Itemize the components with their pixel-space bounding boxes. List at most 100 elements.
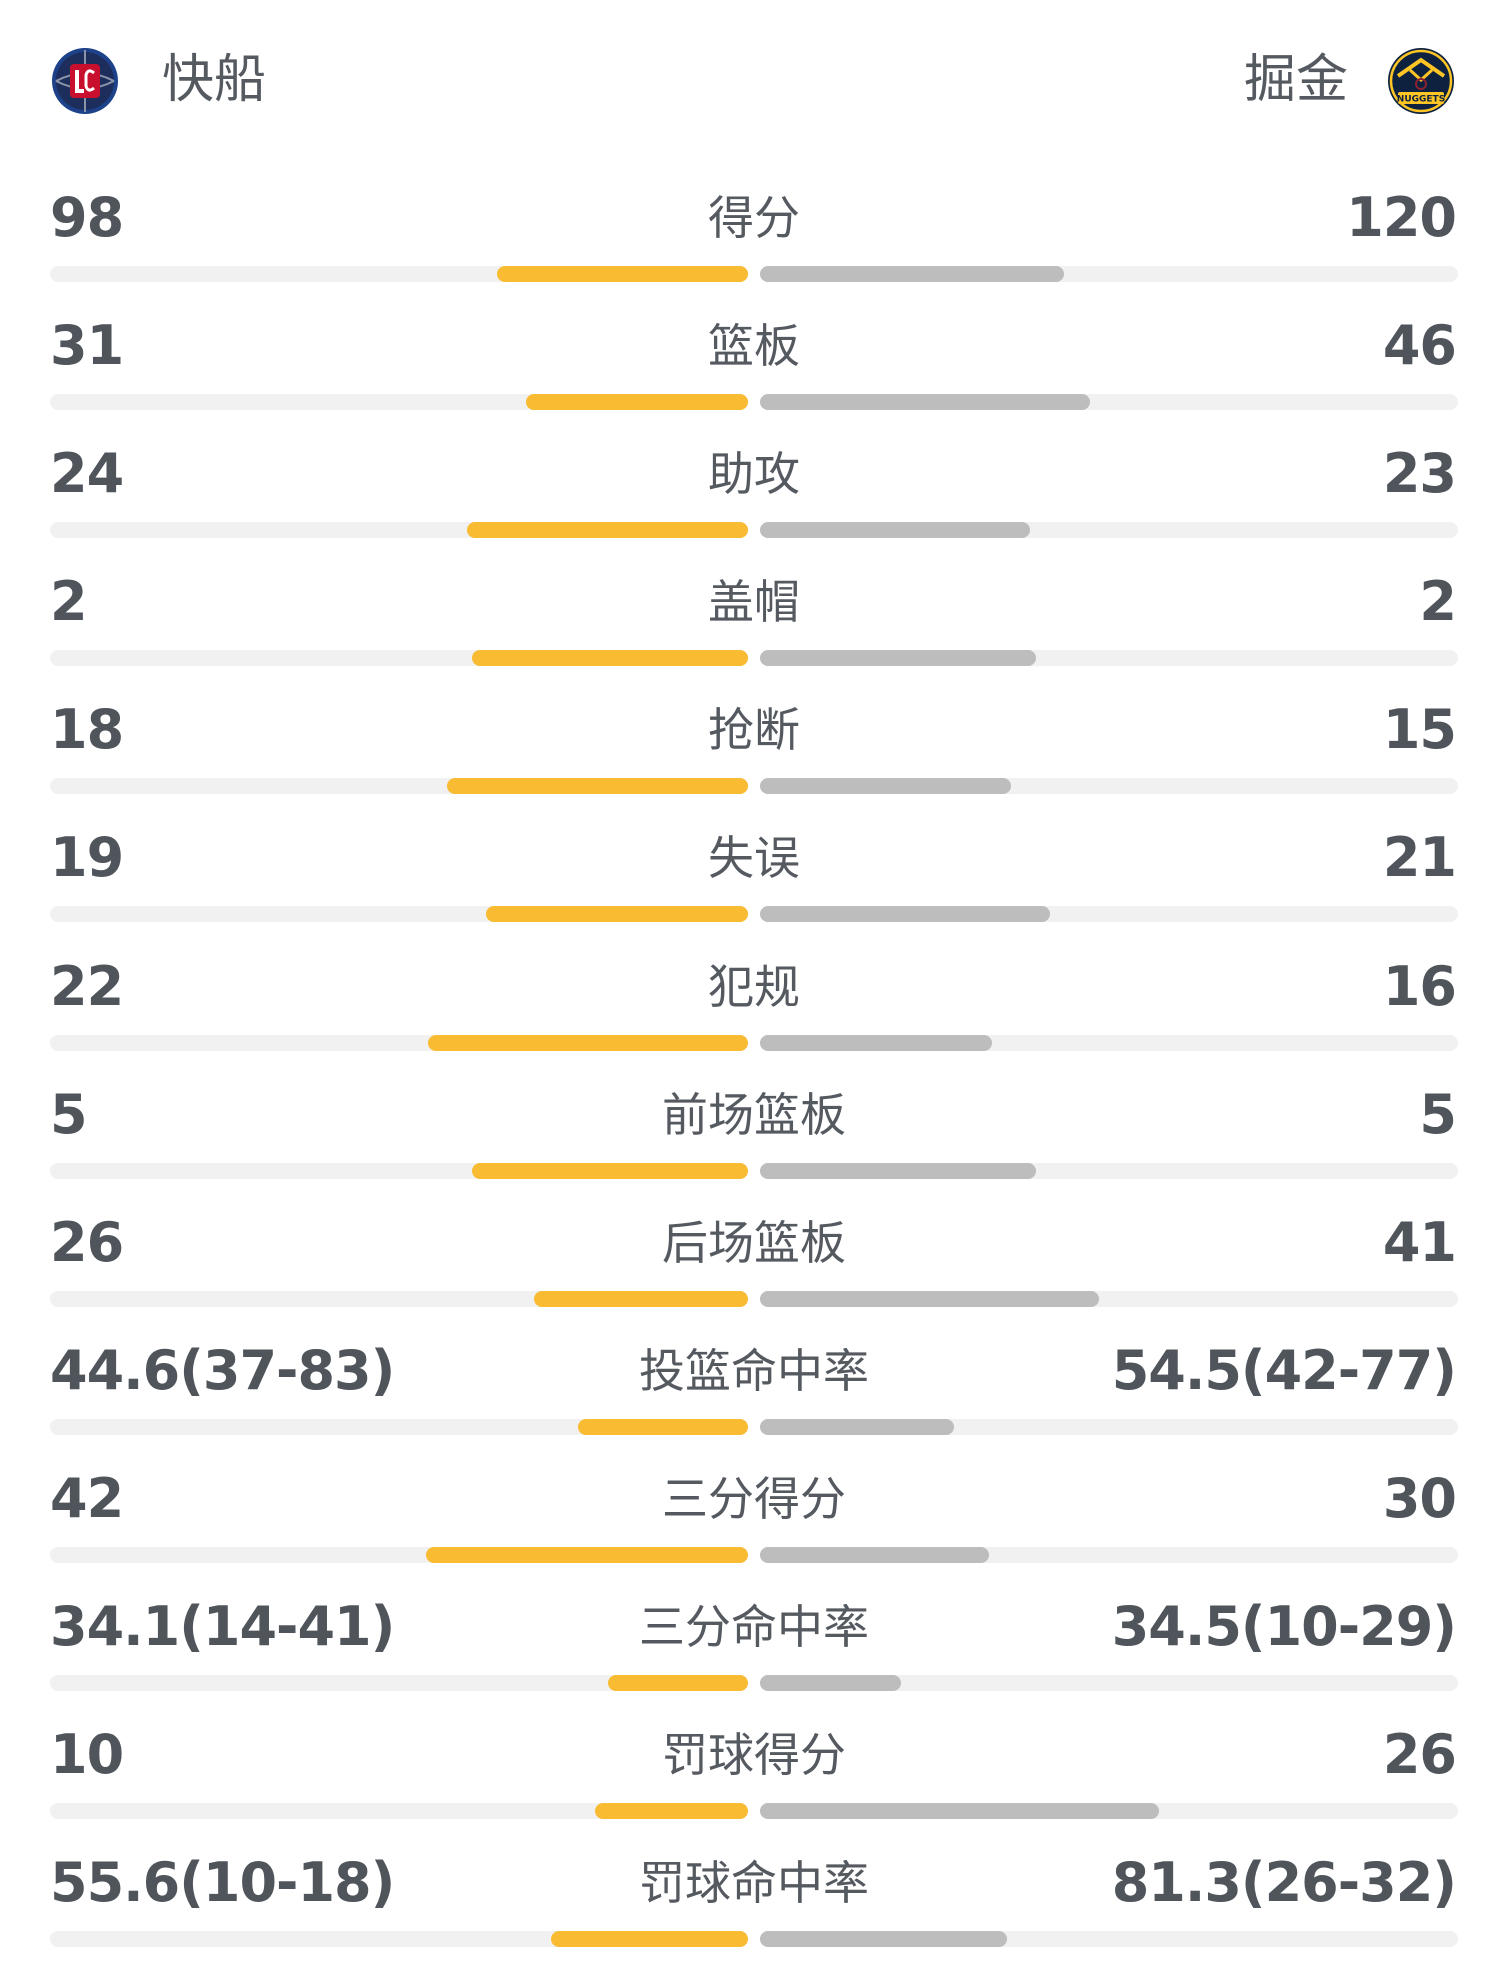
away-stat-value: 41: [1382, 1210, 1457, 1274]
away-stat-value: 16: [1382, 954, 1457, 1018]
away-stat-bar: [760, 906, 1050, 923]
home-stat-value: 24: [50, 442, 124, 506]
away-stat-track: [760, 266, 1458, 282]
stat-label: 前场篮板: [662, 1087, 846, 1142]
stat-label: 抢断: [708, 703, 800, 758]
home-stat-track: [50, 394, 748, 411]
away-stat-value: 21: [1382, 826, 1457, 890]
away-stat-bar: [760, 394, 1091, 411]
away-stat-track: [760, 650, 1458, 667]
stat-label: 失误: [708, 831, 800, 886]
away-stat-track: [760, 778, 1458, 795]
stat-label: 三分命中率: [639, 1600, 869, 1655]
away-stat-bar: [760, 1290, 1099, 1307]
away-stat-track: [760, 1675, 1458, 1692]
home-stat-track: [50, 1803, 748, 1820]
stat-row: 34.1(14-41) 三分命中率 34.5(10-29): [0, 1589, 1508, 1717]
home-stat-track: [50, 1034, 748, 1051]
stat-row: 24 助攻 23: [0, 436, 1508, 564]
stat-label: 罚球得分: [662, 1728, 846, 1783]
stat-row: 2 盖帽 2: [0, 564, 1508, 692]
away-stat-track: [760, 1034, 1458, 1051]
away-stat-bar: [760, 1418, 955, 1435]
stat-row: 5 前场篮板 5: [0, 1077, 1508, 1205]
stat-label: 犯规: [708, 959, 800, 1014]
home-stat-value: 34.1(14-41): [50, 1595, 395, 1659]
away-stat-bar: [760, 650, 1036, 667]
home-stat-track: [50, 1162, 748, 1179]
stat-label: 后场篮板: [662, 1215, 846, 1270]
stats-list: 98 得分 120 31 篮板 46 24 助攻 23 2 盖帽 2 18 抢断 15 19 失误 21 22 犯规 1…: [0, 180, 1508, 1973]
home-stat-value: 5: [50, 1082, 88, 1146]
home-stat-value: 10: [50, 1723, 124, 1787]
away-stat-bar: [760, 266, 1064, 282]
stat-row: 98 得分 120: [0, 180, 1508, 308]
team-header: 快船 掘金 NUGGETS: [0, 0, 1508, 160]
home-stat-bar: [551, 1931, 748, 1948]
home-stat-track: [50, 1290, 748, 1307]
home-stat-value: 42: [50, 1466, 124, 1530]
away-stat-track: [760, 1803, 1458, 1820]
home-stat-value: 18: [50, 698, 124, 762]
away-stat-value: 5: [1419, 1082, 1457, 1146]
home-stat-value: 98: [50, 186, 124, 249]
home-stat-bar: [534, 1290, 748, 1307]
away-stat-bar: [760, 1803, 1159, 1820]
stat-label: 助攻: [708, 447, 800, 502]
home-stat-track: [50, 1931, 748, 1948]
away-stat-value: 46: [1382, 314, 1457, 378]
home-stat-value: 26: [50, 1210, 124, 1274]
away-stat-bar: [760, 1034, 993, 1051]
away-stat-bar: [760, 1931, 1008, 1948]
stat-row: 55.6(10-18) 罚球命中率 81.3(26-32): [0, 1845, 1508, 1973]
home-stat-bar: [578, 1418, 748, 1435]
home-stat-track: [50, 778, 748, 795]
home-stat-track: [50, 1675, 748, 1692]
away-stat-track: [760, 906, 1458, 923]
nuggets-logo-icon[interactable]: NUGGETS: [1386, 46, 1456, 116]
nuggets-logo-text: NUGGETS: [1397, 95, 1445, 105]
home-stat-value: 31: [50, 314, 124, 378]
stat-row: 42 三分得分 30: [0, 1461, 1508, 1589]
stat-label: 篮板: [708, 319, 800, 374]
home-stat-track: [50, 650, 748, 667]
away-stat-value: 23: [1382, 442, 1457, 506]
home-stat-value: 22: [50, 954, 124, 1018]
away-stat-track: [760, 1290, 1458, 1307]
home-team-name[interactable]: 快船: [162, 50, 267, 110]
home-stat-value: 44.6(37-83): [50, 1338, 395, 1402]
home-stat-track: [50, 1546, 748, 1563]
stat-row: 22 犯规 16: [0, 949, 1508, 1077]
stat-label: 盖帽: [708, 575, 800, 630]
away-stat-track: [760, 1546, 1458, 1563]
home-stat-bar: [486, 906, 748, 923]
home-stat-track: [50, 522, 748, 539]
home-stat-bar: [466, 522, 748, 539]
home-stat-track: [50, 1418, 748, 1435]
home-stat-value: 2: [50, 570, 88, 634]
stat-row: 31 篮板 46: [0, 308, 1508, 436]
home-stat-track: [50, 906, 748, 923]
clippers-logo-icon[interactable]: [50, 46, 120, 116]
away-stat-value: 120: [1346, 186, 1457, 249]
home-stat-value: 55.6(10-18): [50, 1851, 395, 1915]
away-stat-value: 30: [1382, 1466, 1457, 1530]
away-stat-value: 2: [1419, 570, 1457, 634]
home-stat-bar: [595, 1803, 748, 1820]
away-stat-value: 54.5(42-77): [1111, 1338, 1457, 1402]
home-stat-track: [50, 266, 748, 282]
away-stat-track: [760, 1418, 1458, 1435]
stat-label: 罚球命中率: [639, 1856, 869, 1911]
away-stat-bar: [760, 1162, 1036, 1179]
stat-row: 26 后场篮板 41: [0, 1205, 1508, 1333]
home-stat-bar: [496, 266, 748, 282]
away-team-name[interactable]: 掘金: [1243, 50, 1348, 110]
home-stat-bar: [425, 1546, 748, 1563]
away-stat-value: 81.3(26-32): [1111, 1851, 1457, 1915]
home-stat-bar: [526, 394, 748, 411]
away-stat-bar: [760, 778, 1012, 795]
away-stat-track: [760, 522, 1458, 539]
away-stat-track: [760, 394, 1458, 411]
away-stat-bar: [760, 1675, 901, 1692]
away-stat-value: 34.5(10-29): [1111, 1595, 1457, 1659]
